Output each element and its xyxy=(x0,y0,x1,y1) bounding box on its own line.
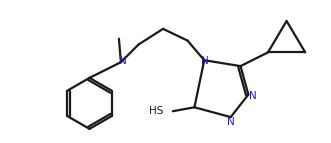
Text: N: N xyxy=(227,117,235,127)
Text: N: N xyxy=(119,56,127,66)
Text: N: N xyxy=(201,56,209,66)
Text: N: N xyxy=(249,91,257,101)
Text: HS: HS xyxy=(149,106,163,116)
